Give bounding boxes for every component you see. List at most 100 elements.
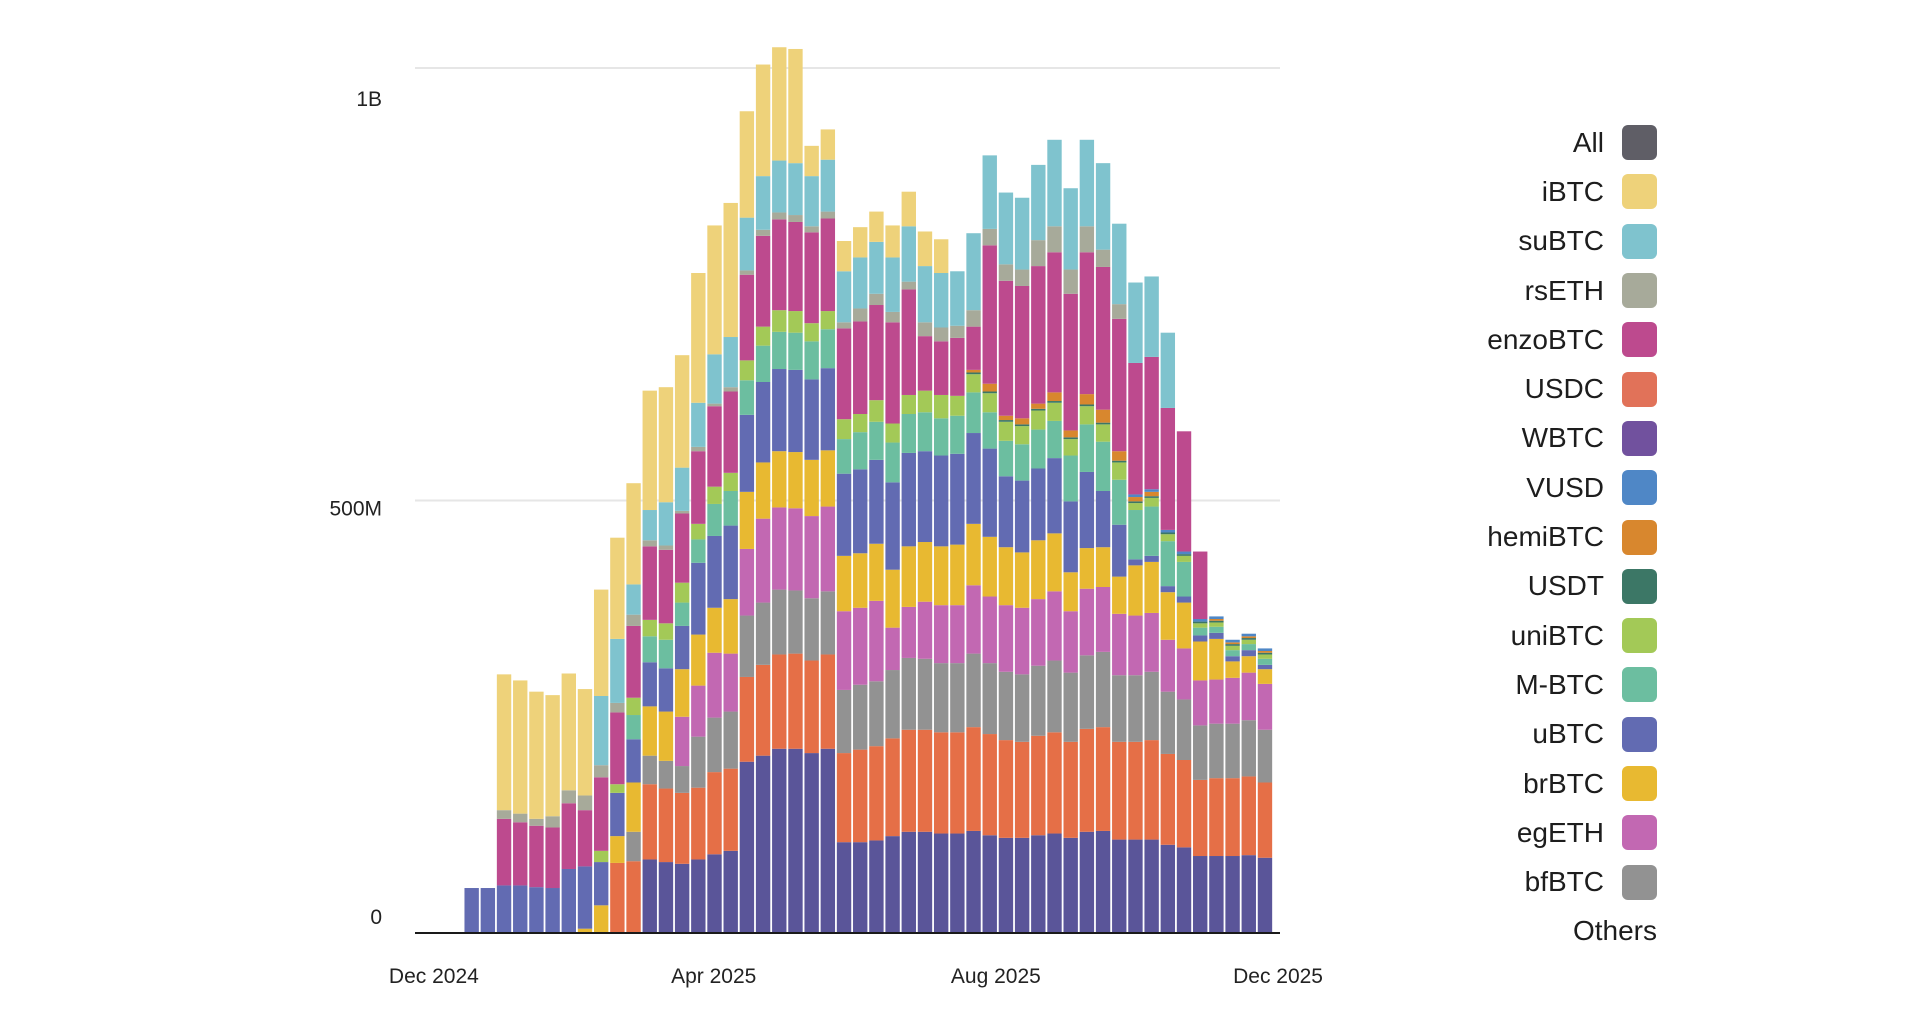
bar-segment-enzoBTC[interactable] [529, 825, 544, 888]
bar-segment-uBTC[interactable] [658, 668, 674, 712]
bar-segment-USDT[interactable] [1209, 620, 1224, 623]
bar-segment-iBTC[interactable] [529, 691, 544, 819]
bar-segment-suBTC[interactable] [836, 271, 852, 323]
bar-segment-enzoBTC[interactable] [593, 777, 609, 851]
bar-segment-rsETH[interactable] [982, 228, 997, 246]
bar-segment-rsETH[interactable] [723, 387, 738, 392]
bar-segment-USDC[interactable] [691, 787, 706, 860]
bar-segment-bfBTC[interactable] [739, 615, 755, 677]
bar-segment-USDT[interactable] [982, 391, 997, 394]
bar-segment-uniBTC[interactable] [772, 310, 787, 332]
bar-segment-uniBTC[interactable] [610, 784, 625, 793]
bar-segment-brBTC[interactable] [853, 553, 868, 608]
bar-segment-bfBTC[interactable] [933, 663, 949, 733]
bar-segment-iBTC[interactable] [901, 191, 916, 227]
bar-segment-WBTC[interactable] [1209, 856, 1224, 933]
bar-segment-M-BTC[interactable] [772, 331, 787, 370]
bar-segment-enzoBTC[interactable] [933, 341, 949, 395]
bar-segment-egETH[interactable] [772, 507, 787, 590]
bar-segment-M-BTC[interactable] [739, 380, 755, 415]
bar-segment-suBTC[interactable] [593, 695, 609, 766]
bar-segment-uniBTC[interactable] [707, 486, 722, 504]
bar-segment-rsETH[interactable] [496, 810, 512, 819]
bar-segment-uniBTC[interactable] [1112, 462, 1127, 480]
bar-week-37[interactable] [1063, 188, 1078, 933]
bar-segment-egETH[interactable] [1112, 613, 1127, 676]
bar-segment-bfBTC[interactable] [950, 663, 965, 733]
bar-segment-uBTC[interactable] [917, 451, 933, 543]
bar-segment-rsETH[interactable] [577, 795, 593, 811]
bar-segment-brBTC[interactable] [707, 607, 722, 653]
bar-segment-egETH[interactable] [804, 516, 819, 599]
bar-segment-hemiBTC[interactable] [1144, 491, 1159, 497]
bar-segment-uBTC[interactable] [707, 535, 722, 608]
bar-week-20[interactable] [788, 48, 803, 933]
bar-segment-rsETH[interactable] [933, 327, 949, 342]
bar-week-24[interactable] [853, 227, 868, 933]
bar-segment-WBTC[interactable] [788, 748, 803, 933]
bar-segment-VUSD[interactable] [1257, 648, 1273, 652]
bar-segment-suBTC[interactable] [982, 155, 997, 229]
bar-week-36[interactable] [1047, 139, 1062, 933]
bar-segment-USDC[interactable] [1193, 779, 1208, 857]
legend-item-hemibtc[interactable]: hemiBTC [1487, 512, 1657, 561]
bar-segment-M-BTC[interactable] [658, 639, 674, 669]
bar-segment-brBTC[interactable] [1079, 548, 1095, 589]
bar-segment-uBTC[interactable] [642, 662, 657, 707]
bar-segment-uniBTC[interactable] [593, 850, 609, 863]
bar-segment-uniBTC[interactable] [1095, 424, 1111, 442]
bar-segment-uniBTC[interactable] [723, 472, 738, 491]
bar-segment-USDC[interactable] [950, 732, 965, 834]
bar-segment-uniBTC[interactable] [1014, 426, 1030, 445]
bar-segment-brBTC[interactable] [1257, 669, 1273, 684]
bar-segment-uniBTC[interactable] [755, 326, 771, 346]
bar-segment-uBTC[interactable] [674, 625, 690, 670]
bar-segment-uniBTC[interactable] [642, 619, 657, 637]
bar-segment-USDC[interactable] [1128, 741, 1143, 840]
bar-segment-bfBTC[interactable] [658, 760, 674, 789]
bar-segment-suBTC[interactable] [966, 233, 981, 311]
legend-item-bfbtc[interactable]: bfBTC [1525, 857, 1657, 906]
bar-segment-uBTC[interactable] [772, 369, 787, 452]
bar-segment-USDC[interactable] [966, 727, 981, 831]
bar-segment-enzoBTC[interactable] [901, 289, 916, 395]
bar-segment-M-BTC[interactable] [1257, 658, 1273, 665]
bar-segment-hemiBTC[interactable] [1209, 619, 1224, 621]
bar-segment-M-BTC[interactable] [885, 442, 900, 483]
bar-segment-suBTC[interactable] [707, 354, 722, 404]
bar-segment-bfBTC[interactable] [1047, 660, 1062, 733]
bar-segment-enzoBTC[interactable] [1014, 285, 1030, 419]
bar-segment-hemiBTC[interactable] [1047, 392, 1062, 402]
bar-week-10[interactable] [626, 483, 641, 933]
bar-segment-uBTC[interactable] [1095, 490, 1111, 548]
bar-segment-M-BTC[interactable] [1128, 510, 1143, 560]
bar-week-0[interactable] [464, 888, 479, 933]
bar-segment-bfBTC[interactable] [1031, 665, 1046, 736]
bar-segment-M-BTC[interactable] [933, 418, 949, 456]
bar-segment-suBTC[interactable] [1079, 139, 1095, 227]
bar-segment-uniBTC[interactable] [917, 390, 933, 413]
bar-segment-enzoBTC[interactable] [496, 818, 512, 886]
bar-segment-uniBTC[interactable] [1128, 503, 1143, 511]
bar-segment-suBTC[interactable] [820, 159, 836, 212]
bar-segment-enzoBTC[interactable] [998, 280, 1014, 416]
bar-segment-uBTC[interactable] [966, 433, 981, 524]
bar-segment-USDC[interactable] [820, 654, 836, 749]
bar-segment-VUSD[interactable] [1241, 633, 1256, 637]
bar-segment-enzoBTC[interactable] [1047, 252, 1062, 393]
bar-segment-brBTC[interactable] [966, 523, 981, 586]
bar-segment-rsETH[interactable] [966, 310, 981, 327]
bar-segment-USDC[interactable] [1241, 776, 1256, 856]
bar-segment-hemiBTC[interactable] [1079, 394, 1095, 405]
bar-segment-enzoBTC[interactable] [1128, 362, 1143, 495]
bar-week-8[interactable] [593, 589, 609, 933]
bar-segment-uniBTC[interactable] [626, 697, 641, 716]
bar-segment-iBTC[interactable] [723, 202, 738, 338]
bar-week-29[interactable] [933, 239, 949, 933]
bar-segment-iBTC[interactable] [642, 390, 657, 511]
bar-segment-iBTC[interactable] [610, 537, 625, 639]
bar-segment-uniBTC[interactable] [869, 400, 884, 422]
bar-segment-M-BTC[interactable] [1225, 650, 1240, 657]
bar-segment-uBTC[interactable] [593, 862, 609, 906]
bar-segment-uBTC[interactable] [933, 455, 949, 547]
